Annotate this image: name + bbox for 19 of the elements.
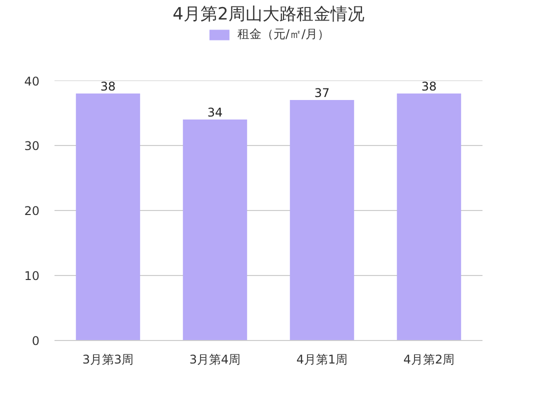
legend-label: 租金（元/㎡/月） xyxy=(237,26,330,43)
y-tick-label: 40 xyxy=(24,74,40,88)
y-tick-label: 10 xyxy=(24,269,40,283)
chart-title: 4月第2周山大路租金情况 xyxy=(172,4,364,24)
bar xyxy=(290,100,354,340)
x-tick-label: 4月第2周 xyxy=(403,352,455,366)
data-label: 37 xyxy=(314,86,330,100)
bar xyxy=(182,120,248,340)
x-tick-label: 4月第1周 xyxy=(296,352,348,366)
bar xyxy=(76,94,140,340)
data-label: 38 xyxy=(421,80,437,94)
bar xyxy=(396,94,462,340)
y-tick-label: 30 xyxy=(24,139,40,153)
data-label: 34 xyxy=(207,106,223,120)
y-tick-label: 0 xyxy=(32,334,40,348)
data-label: 38 xyxy=(100,80,116,94)
y-tick-label: 20 xyxy=(24,204,40,218)
x-tick-label: 3月第3周 xyxy=(82,352,134,366)
x-tick-label: 3月第4周 xyxy=(189,352,241,366)
